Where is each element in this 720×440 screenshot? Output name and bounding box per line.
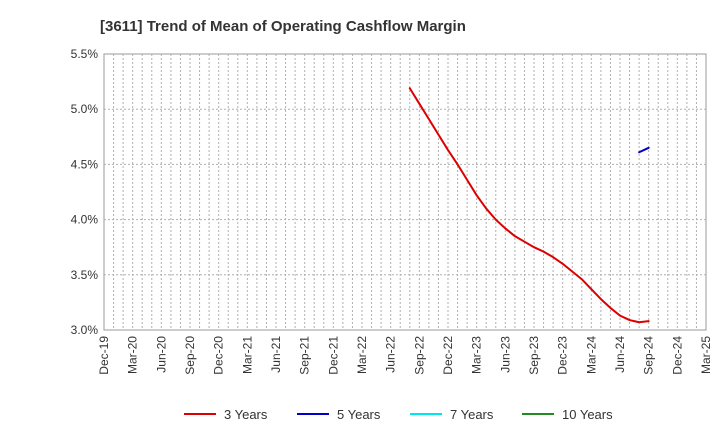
x-tick-label: Mar-21 [240,336,254,374]
x-tick-label: Mar-25 [699,336,713,374]
x-tick-label: Sep-23 [527,336,541,375]
x-tick-label: Mar-23 [470,336,484,374]
x-tick-label: Jun-22 [384,336,398,373]
x-tick-label: Jun-20 [154,336,168,373]
y-tick-label: 3.5% [71,268,99,282]
x-tick-label: Jun-24 [613,336,627,373]
y-tick-label: 5.0% [71,102,99,116]
x-tick-label: Dec-22 [441,336,455,375]
x-tick-label: Sep-21 [298,336,312,375]
series-line-2 [638,146,650,154]
legend-label-1: 3 Years [224,407,268,422]
legend-label-2: 5 Years [337,407,381,422]
y-tick-label: 4.5% [71,157,99,171]
x-axis-ticks: Dec-19 Mar-20 Jun-20 Sep-20 Dec-20 Mar-21 Jun-… [97,336,713,375]
legend-label-4: 10 Years [562,407,613,422]
vertical-gridlines [113,54,697,330]
y-axis-ticks: 3.0% 3.5% 4.0% 4.5% 5.0% 5.5% [71,47,99,337]
x-tick-label: Sep-24 [642,336,656,375]
series-layer [408,87,650,324]
plot-area [103,53,707,331]
x-tick-label: Dec-19 [97,336,111,375]
x-tick-label: Mar-24 [584,336,598,374]
x-tick-label: Dec-23 [556,336,570,375]
x-tick-label: Mar-20 [126,336,140,374]
y-tick-label: 4.0% [71,213,99,227]
x-tick-label: Dec-24 [670,336,684,375]
chart-title: [3611] Trend of Mean of Operating Cashfl… [100,18,466,35]
horizontal-gridlines [104,108,706,276]
x-tick-label: Sep-20 [183,336,197,375]
x-tick-label: Jun-21 [269,336,283,373]
y-tick-label: 3.0% [71,323,99,337]
x-tick-label: Dec-21 [326,336,340,375]
x-tick-label: Jun-23 [498,336,512,373]
x-tick-label: Mar-22 [355,336,369,374]
x-tick-label: Sep-22 [412,336,426,375]
legend: 3 Years 5 Years 7 Years 10 Years [184,407,613,422]
y-tick-label: 5.5% [71,47,99,61]
series-line-1 [408,87,650,324]
x-tick-label: Dec-20 [212,336,226,375]
legend-label-3: 7 Years [450,407,494,422]
